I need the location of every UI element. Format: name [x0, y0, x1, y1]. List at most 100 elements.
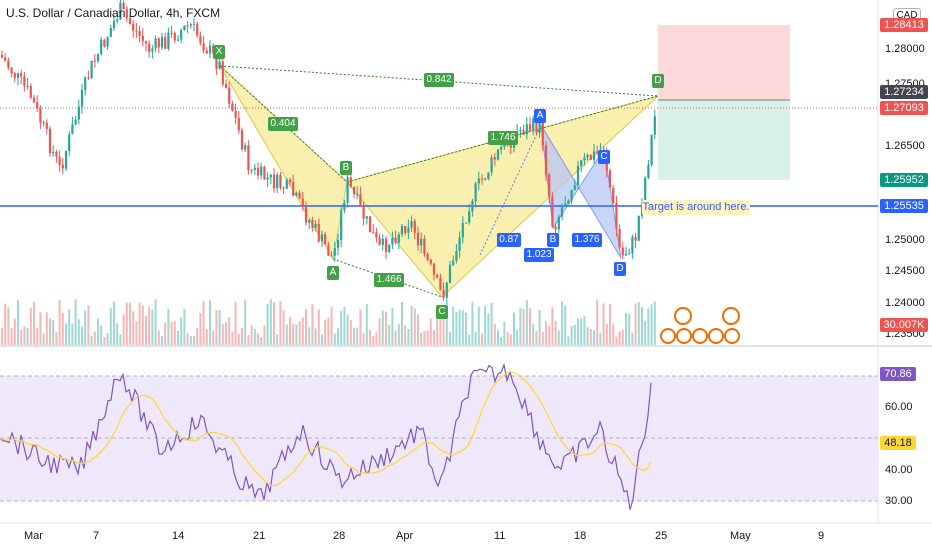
- candle-body: [215, 52, 218, 69]
- us-flag-icon[interactable]: [692, 328, 708, 344]
- candle-body: [455, 250, 458, 261]
- volume-bar: [231, 331, 234, 345]
- candle-body: [189, 24, 192, 26]
- volume-bar: [589, 328, 592, 345]
- volume-bar: [199, 313, 202, 345]
- volume-bar: [205, 329, 208, 345]
- volume-bar: [631, 332, 634, 345]
- volume-bar: [119, 334, 122, 345]
- volume-bar: [612, 324, 615, 345]
- candle-body: [330, 255, 333, 257]
- volume-bar: [602, 303, 605, 345]
- us-flag-icon[interactable]: [660, 328, 676, 344]
- volume-bar: [378, 318, 381, 345]
- candle-body: [301, 198, 304, 208]
- volume-bar: [154, 299, 157, 345]
- candle-body: [634, 236, 637, 241]
- candle-body: [186, 25, 189, 27]
- volume-bar: [237, 333, 240, 345]
- rsi-ma-badge: 48.18: [880, 436, 916, 450]
- volume-bar: [621, 329, 624, 345]
- volume-bar: [449, 332, 451, 345]
- candle-body: [474, 183, 477, 202]
- volume-bar: [369, 330, 371, 345]
- candle-body: [224, 84, 228, 88]
- economic-events[interactable]: [660, 307, 740, 344]
- target-note[interactable]: Target is around here.: [642, 200, 750, 215]
- volume-bar: [545, 321, 547, 345]
- candle-body: [471, 201, 474, 212]
- volume-bar: [52, 320, 55, 345]
- time-tick: May: [730, 530, 751, 542]
- volume-badge: 30.007K: [880, 318, 928, 332]
- volume-bar: [410, 306, 413, 345]
- candle-body: [93, 60, 96, 62]
- target-zone[interactable]: [658, 25, 790, 100]
- volume-bar: [164, 322, 167, 345]
- ca-flag-icon[interactable]: [676, 328, 692, 344]
- candle-body: [55, 151, 58, 157]
- candle-body: [400, 225, 404, 235]
- point-label-x: X: [213, 45, 225, 59]
- volume-bar: [637, 301, 640, 345]
- candle-body: [106, 37, 109, 47]
- candle-body: [282, 187, 285, 189]
- candle-body: [580, 160, 583, 166]
- volume-bar: [132, 311, 135, 345]
- candle-body: [608, 170, 612, 188]
- volume-bar: [33, 301, 35, 345]
- time-tick: 18: [574, 530, 587, 542]
- volume-bar: [625, 313, 627, 345]
- candle-body: [154, 38, 157, 49]
- volume-bar: [538, 310, 541, 345]
- us-flag-icon[interactable]: [708, 328, 724, 344]
- candle-body: [564, 203, 567, 207]
- rsi-tick: 30.00: [885, 495, 913, 507]
- candle-body: [58, 156, 61, 165]
- candle-body: [404, 225, 407, 233]
- candle-body: [100, 39, 103, 54]
- volume-bar: [327, 318, 330, 345]
- candle-body: [432, 263, 436, 275]
- candle-body: [359, 194, 362, 205]
- volume-bar: [641, 307, 643, 345]
- ratio-label: 1.023: [524, 248, 554, 262]
- candle-body: [576, 165, 580, 186]
- candle-body: [244, 145, 247, 150]
- rsi-value-badge: 70.86: [880, 367, 916, 381]
- rsi-ma-line[interactable]: [0, 371, 652, 487]
- candle-body: [557, 216, 560, 230]
- volume-bar: [177, 330, 179, 345]
- ratio-label: 0.842: [424, 73, 454, 87]
- candle-body: [52, 151, 55, 154]
- us-flag-icon[interactable]: [674, 307, 692, 325]
- blue-point-label-c: C: [598, 150, 610, 164]
- candle-body: [122, 2, 125, 10]
- time-tick: Mar: [24, 530, 43, 542]
- candle-body: [592, 151, 596, 160]
- volume-bar: [45, 312, 48, 345]
- volume-bar: [413, 308, 416, 345]
- volume-bar: [273, 302, 275, 345]
- volume-bar: [385, 311, 387, 345]
- ca-flag-icon[interactable]: [722, 307, 740, 325]
- stop-zone[interactable]: [658, 100, 790, 180]
- volume-bar: [4, 303, 7, 345]
- price-axis[interactable]: 1.28000 1.27500 1.26500 1.25000 1.24500 …: [879, 0, 932, 523]
- us-flag-icon[interactable]: [724, 328, 740, 344]
- candle-body: [596, 151, 599, 154]
- candle-body: [7, 60, 10, 68]
- time-axis[interactable]: Mar 7 14 21 28 Apr 11 18 25 May 9: [0, 524, 878, 550]
- volume-bar: [365, 303, 368, 345]
- volume-bar: [436, 314, 439, 345]
- volume-bar: [282, 310, 285, 345]
- blue-point-label-b: B: [547, 233, 559, 247]
- volume-bar: [493, 323, 496, 345]
- volume-bar: [298, 321, 301, 345]
- rsi-line[interactable]: [0, 362, 652, 510]
- volume-bar: [474, 331, 477, 345]
- candle-body: [144, 41, 148, 44]
- volume-bar: [349, 319, 352, 345]
- candle-body: [276, 174, 279, 189]
